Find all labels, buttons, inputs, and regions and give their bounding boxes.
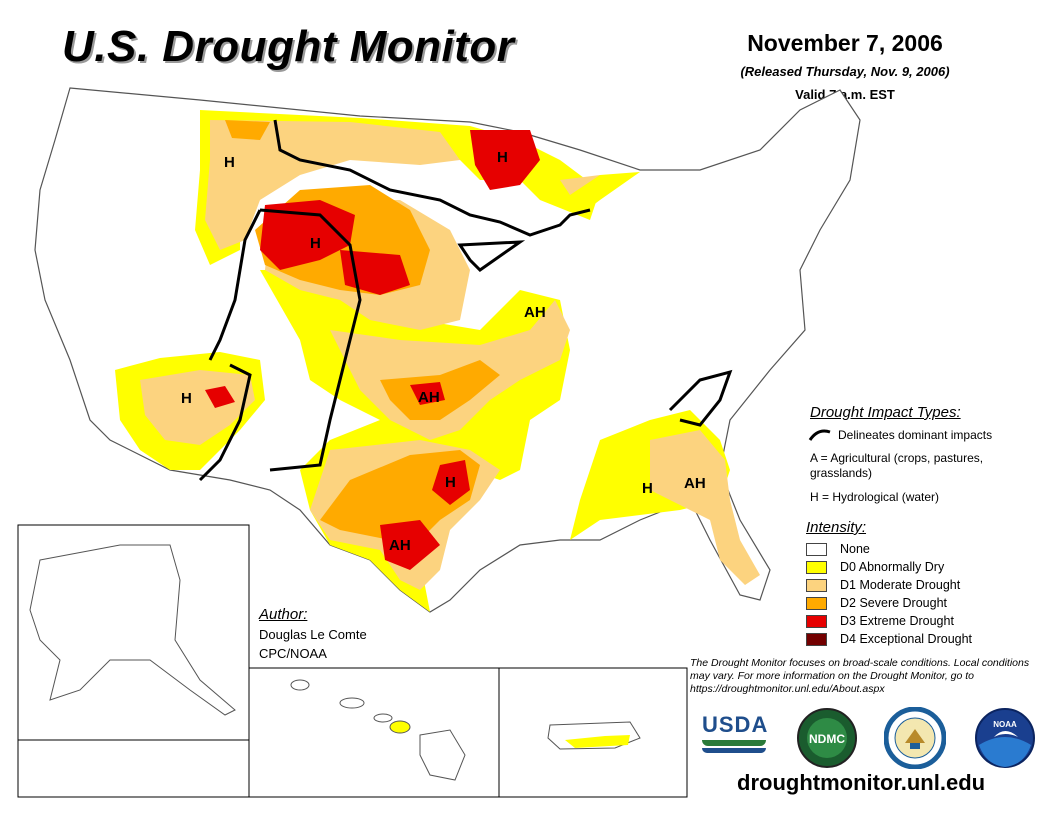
impact-line-sample bbox=[808, 429, 831, 441]
website-url[interactable]: droughtmonitor.unl.edu bbox=[737, 770, 986, 795]
map-date: November 7, 2006 bbox=[747, 30, 943, 56]
puerto-rico-inset bbox=[498, 667, 688, 798]
disclaimer-note: The Drought Monitor focuses on broad-sca… bbox=[690, 657, 1030, 695]
legend-row: D0 Abnormally Dry bbox=[806, 558, 944, 576]
release-date: (Released Thursday, Nov. 9, 2006) bbox=[740, 64, 950, 79]
usda-logo-text: USDA bbox=[702, 712, 769, 737]
legend-swatch bbox=[806, 578, 827, 592]
legend-label: None bbox=[840, 542, 870, 556]
legend-swatch bbox=[806, 542, 827, 556]
legend-swatch bbox=[806, 632, 827, 646]
region-label: AH bbox=[389, 537, 411, 554]
legend-row: D1 Moderate Drought bbox=[806, 576, 960, 594]
map-title: U.S. Drought Monitor bbox=[62, 22, 515, 71]
valid-time: Valid 7 a.m. EST bbox=[795, 87, 895, 102]
region-label: AH bbox=[524, 304, 546, 321]
author-name: Douglas Le Comte bbox=[259, 627, 367, 642]
legend-label: D2 Severe Drought bbox=[840, 596, 948, 610]
region-label: H bbox=[642, 480, 653, 497]
region-label: AH bbox=[684, 475, 706, 492]
noaa-logo: NOAA bbox=[975, 708, 1035, 768]
author-organization: CPC/NOAA bbox=[259, 646, 327, 661]
commerce-seal-logo bbox=[884, 707, 946, 769]
ndmc-logo-text: NDMC bbox=[809, 732, 845, 746]
legend-swatch bbox=[806, 596, 827, 610]
region-label: H bbox=[181, 390, 192, 407]
impact-line-description: Delineates dominant impacts bbox=[838, 428, 993, 442]
usda-logo: USDA bbox=[702, 712, 769, 760]
impact-lines bbox=[198, 119, 733, 482]
d3-areas bbox=[205, 130, 540, 570]
impact-agricultural-description: A = Agricultural (crops, pastures, grass… bbox=[810, 451, 984, 480]
legend-swatch bbox=[806, 560, 827, 574]
region-label: AH bbox=[418, 389, 440, 406]
legend-row: None bbox=[806, 540, 870, 558]
region-label: H bbox=[224, 154, 235, 171]
legend-label: D0 Abnormally Dry bbox=[840, 560, 945, 574]
region-label: H bbox=[497, 149, 508, 166]
legend-row: D3 Extreme Drought bbox=[806, 612, 954, 630]
legend-label: D4 Exceptional Drought bbox=[840, 632, 973, 646]
hawaii-inset bbox=[248, 667, 500, 798]
legend-label: D1 Moderate Drought bbox=[840, 578, 961, 592]
region-label: H bbox=[445, 474, 456, 491]
impact-hydrological-description: H = Hydrological (water) bbox=[810, 490, 940, 504]
region-labels: H H H H AH AH H AH H AH bbox=[181, 149, 706, 554]
ndmc-logo: NDMC bbox=[797, 708, 857, 768]
legend-row: D2 Severe Drought bbox=[806, 594, 947, 612]
legend-row: D4 Exceptional Drought bbox=[806, 630, 972, 648]
impact-types-heading: Drought Impact Types: bbox=[810, 404, 961, 421]
intensity-heading: Intensity: bbox=[806, 519, 867, 536]
legend-label: D3 Extreme Drought bbox=[840, 614, 954, 628]
region-label: H bbox=[310, 235, 321, 252]
author-heading: Author: bbox=[259, 606, 308, 623]
noaa-logo-text: NOAA bbox=[993, 720, 1017, 729]
alaska-inset bbox=[17, 524, 250, 798]
legend-swatch bbox=[806, 614, 827, 628]
